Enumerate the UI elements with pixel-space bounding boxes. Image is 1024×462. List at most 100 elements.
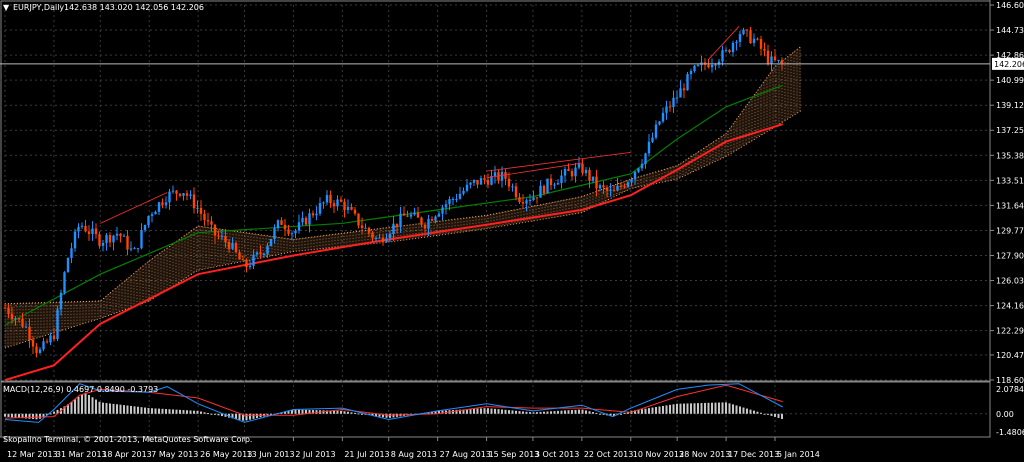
candle-body[interactable] (80, 225, 84, 227)
candle-body[interactable] (119, 233, 122, 237)
trendline[interactable] (100, 192, 168, 224)
candle-body[interactable] (17, 318, 21, 320)
candle-body[interactable] (42, 341, 45, 350)
candle-body[interactable] (52, 335, 56, 340)
candle-body[interactable] (360, 225, 364, 228)
candle-body[interactable] (525, 200, 528, 204)
candle-body[interactable] (483, 178, 486, 180)
candle-body[interactable] (434, 216, 437, 221)
candle-body[interactable] (679, 88, 682, 98)
candle-body[interactable] (486, 179, 490, 185)
candle-body[interactable] (210, 221, 213, 225)
candle-body[interactable] (203, 213, 206, 221)
candle-body[interactable] (213, 224, 217, 236)
candle-body[interactable] (371, 232, 374, 238)
candle-body[interactable] (196, 207, 199, 209)
candle-body[interactable] (738, 34, 742, 42)
candle-body[interactable] (668, 106, 672, 108)
candle-body[interactable] (651, 137, 654, 142)
candle-body[interactable] (518, 197, 521, 203)
candle-body[interactable] (168, 191, 171, 203)
candle-body[interactable] (444, 204, 448, 208)
candle-body[interactable] (70, 248, 73, 258)
candle-body[interactable] (98, 234, 101, 246)
candle-body[interactable] (430, 219, 434, 221)
candle-body[interactable] (87, 231, 91, 234)
candle-body[interactable] (402, 213, 406, 216)
candle-body[interactable] (234, 242, 238, 253)
candle-body[interactable] (591, 176, 595, 181)
candle-body[interactable] (185, 193, 189, 196)
candle-body[interactable] (665, 106, 668, 113)
candle-body[interactable] (696, 65, 700, 67)
candle-body[interactable] (563, 169, 567, 176)
candle-body[interactable] (507, 178, 511, 187)
candle-body[interactable] (567, 169, 570, 172)
candle-body[interactable] (385, 238, 388, 243)
candle-body[interactable] (364, 227, 367, 229)
candle-body[interactable] (714, 64, 717, 66)
candle-body[interactable] (374, 237, 378, 239)
candle-body[interactable] (3, 307, 7, 309)
candle-body[interactable] (350, 206, 353, 210)
candle-body[interactable] (280, 220, 283, 225)
candle-body[interactable] (248, 265, 252, 268)
candle-body[interactable] (56, 309, 59, 340)
candle-body[interactable] (546, 178, 549, 194)
candle-body[interactable] (609, 189, 612, 191)
candle-body[interactable] (38, 349, 42, 353)
candle-body[interactable] (451, 198, 455, 200)
candle-body[interactable] (315, 213, 318, 216)
candle-body[interactable] (539, 185, 542, 198)
candle-body[interactable] (605, 187, 609, 191)
candle-body[interactable] (161, 202, 164, 205)
candle-body[interactable] (448, 199, 451, 205)
candle-body[interactable] (626, 182, 630, 187)
candle-body[interactable] (7, 307, 10, 315)
candle-body[interactable] (476, 179, 479, 185)
trendline[interactable] (486, 151, 631, 172)
candle-body[interactable] (420, 217, 423, 225)
candle-body[interactable] (458, 193, 462, 199)
candle-body[interactable] (763, 48, 766, 51)
candle-body[interactable] (511, 186, 514, 188)
candle-body[interactable] (682, 88, 686, 91)
candle-body[interactable] (689, 71, 693, 75)
candle-body[interactable] (766, 50, 770, 64)
candle-body[interactable] (238, 252, 241, 260)
candle-body[interactable] (416, 212, 420, 218)
candle-body[interactable] (129, 248, 133, 250)
candle-body[interactable] (399, 213, 402, 227)
candle-body[interactable] (514, 186, 518, 198)
candle-body[interactable] (532, 197, 535, 200)
candle-body[interactable] (654, 124, 658, 138)
candle-body[interactable] (630, 179, 633, 183)
candle-body[interactable] (497, 172, 500, 181)
candle-body[interactable] (707, 64, 710, 68)
candle-body[interactable] (549, 178, 553, 186)
candle-body[interactable] (409, 214, 413, 217)
candle-body[interactable] (94, 228, 98, 235)
candle-body[interactable] (241, 259, 245, 261)
trendline[interactable] (707, 26, 740, 61)
candle-body[interactable] (28, 326, 31, 341)
candle-body[interactable] (126, 235, 129, 250)
candle-body[interactable] (675, 97, 679, 99)
candle-body[interactable] (721, 50, 724, 62)
candle-body[interactable] (140, 230, 143, 249)
candle-body[interactable] (259, 252, 262, 255)
candle-body[interactable] (612, 189, 616, 191)
candle-body[interactable] (570, 171, 574, 177)
candle-body[interactable] (318, 203, 322, 214)
candle-body[interactable] (269, 239, 273, 246)
candle-body[interactable] (343, 201, 346, 211)
candle-body[interactable] (353, 209, 357, 214)
candle-body[interactable] (462, 190, 465, 194)
trendlines[interactable] (100, 26, 740, 224)
candle-body[interactable] (693, 65, 696, 72)
candle-body[interactable] (143, 224, 147, 231)
candle-body[interactable] (710, 64, 714, 68)
candle-body[interactable] (336, 199, 339, 207)
candle-body[interactable] (598, 185, 602, 189)
candle-body[interactable] (290, 233, 294, 235)
